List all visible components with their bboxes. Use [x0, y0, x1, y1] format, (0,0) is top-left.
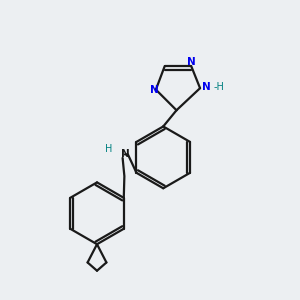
Text: N: N — [202, 82, 211, 92]
Text: N: N — [121, 149, 129, 159]
Text: -H: -H — [214, 82, 225, 92]
Text: N: N — [187, 57, 196, 67]
Text: H: H — [105, 143, 112, 154]
Text: N: N — [150, 85, 159, 94]
